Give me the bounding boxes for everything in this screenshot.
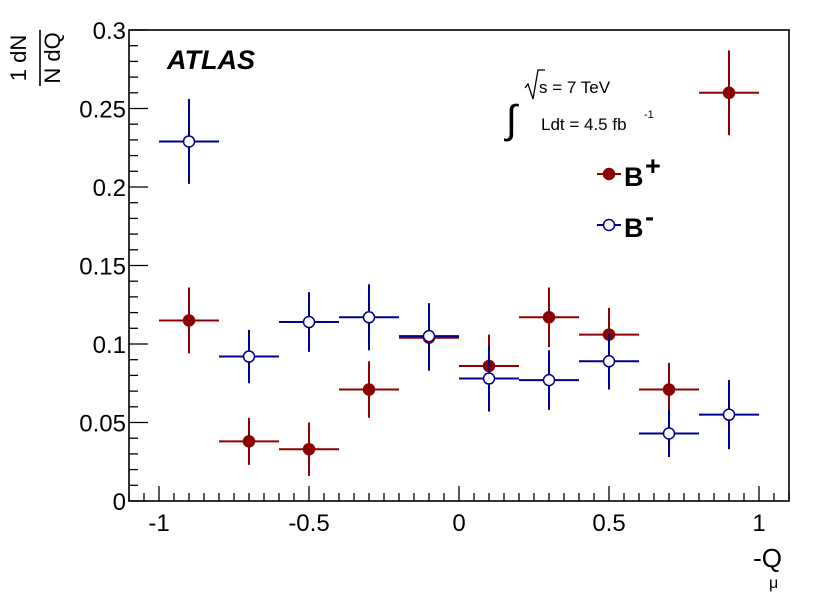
marker [242,350,256,363]
x-tick-label: 0 [452,510,465,537]
energy-s: s [539,78,548,97]
luminosity-exponent: -1 [644,109,654,121]
legend-b-plus-sup: + [645,151,661,181]
marker [602,355,616,368]
series-b-minus [159,99,759,458]
marker [422,329,436,343]
data-point [159,287,219,354]
marker [662,383,676,396]
marker [482,372,496,385]
data-point [279,422,339,476]
energy-label: s = 7 TeV [539,78,611,97]
data-point [699,380,759,450]
y-tick-label: 0.15 [79,254,126,281]
legend-b-minus-marker [602,218,616,232]
annotation: ∫ s = 7 TeV Ldt = 4.5 fb -1 [504,69,654,142]
y-tick-label: 0.1 [93,332,126,359]
marker [722,86,736,100]
marker [302,442,316,456]
data-point [159,99,219,184]
luminosity-label: Ldt = 4.5 fb [541,115,627,134]
marker [362,311,376,324]
y-tick-label: 0.2 [93,175,126,202]
data-point [459,345,519,412]
y-axis: 0 0.05 0.1 0.15 0.2 0.25 0.3 [79,18,148,516]
marker [542,373,556,387]
marker [362,383,376,396]
legend-b-plus-marker [602,167,616,181]
legend: B + B - [597,151,661,243]
legend-b-minus-sup: - [645,202,654,232]
data-point [219,417,279,465]
y-axis-title: 1 dN N dQ [6,30,65,86]
integral-sign: ∫ [504,98,520,142]
y-tick-label: 0.25 [79,97,126,124]
data-point [639,409,699,458]
marker [182,314,196,327]
marker [722,408,736,421]
legend-entry-b-minus: B - [597,202,654,243]
marker [662,427,676,440]
x-axis-title-subscript: μ [769,575,778,592]
legend-b-plus-label: B [624,162,644,192]
data-point [279,292,339,352]
data-point [339,284,399,351]
x-tick-label: 0.5 [592,510,625,537]
plot-frame-rect [128,29,790,502]
x-tick-label: 1 [752,510,765,537]
marker [542,311,556,324]
marker [302,315,316,329]
data-point [219,329,279,384]
y-axis-title-numerator: 1 dN [6,35,31,81]
y-tick-label: 0 [113,489,126,516]
data-point [579,333,639,390]
data-point [339,361,399,418]
x-axis-title: -Q [753,543,782,573]
legend-entry-b-plus: B + [597,151,661,192]
y-axis-title-denominator: N dQ [40,32,65,83]
marker [242,435,256,448]
data-point [519,350,579,410]
y-tick-label: 0.3 [93,18,126,45]
sqrt-sign [524,69,545,100]
data-point [519,287,579,348]
data-point [699,50,759,136]
x-axis: -1 -0.5 0 0.5 1 [128,486,790,537]
y-tick-label: 0.05 [79,411,126,438]
data-point [399,303,459,370]
legend-b-minus-label: B [624,213,644,243]
experiment-label: ATLAS [166,45,255,75]
x-tick-label: -1 [148,510,169,537]
x-tick-label: -0.5 [288,510,329,537]
marker [182,135,196,148]
energy-value: = 7 TeV [548,78,611,97]
data-series [159,50,759,476]
plot-frame [128,29,790,502]
data-point [639,362,699,417]
